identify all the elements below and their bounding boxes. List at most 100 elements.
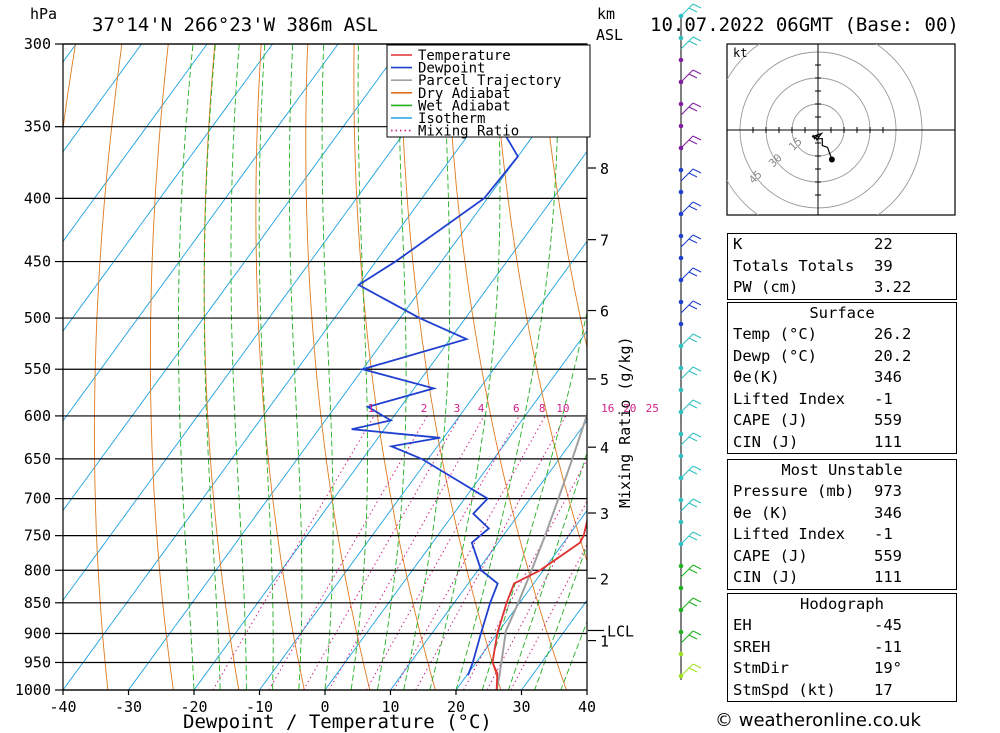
pressure-label: 350: [24, 118, 51, 136]
mixing-ratio-line: [268, 415, 428, 690]
wet-adiabat-line: [534, 544, 587, 690]
pressure-unit-label: hPa: [30, 5, 57, 23]
wet-adiabat-line: [203, 44, 221, 690]
wind-dot: [678, 365, 684, 371]
wind-barb: [680, 69, 702, 83]
axes: -40 -30 -20 -10 0 10 20 30 40: [49, 690, 596, 716]
isotherm-line: [520, 599, 587, 690]
height-label: 7: [600, 232, 609, 250]
mixing-ratio-label: 8: [539, 402, 546, 415]
surface-title: Surface: [809, 304, 875, 322]
legend-label: Wet Adiabat: [418, 98, 511, 114]
wet-adiabat-line: [481, 310, 587, 690]
x-tick-label: 0: [320, 698, 329, 716]
pressure-label: 950: [24, 653, 51, 671]
hodo-row: EH -45: [728, 615, 956, 637]
index-value: 22: [874, 235, 893, 253]
pressure-label: 700: [24, 490, 51, 508]
surface-panel: Surface Temp (°C) 26.2 Dewp (°C) 20.2 θe(K) 3…: [727, 302, 957, 454]
wind-dot: [678, 651, 684, 657]
wind-dot: [678, 255, 684, 261]
pressure-label: 550: [24, 360, 51, 378]
wind-dot: [678, 299, 684, 305]
wind-dot: [678, 189, 684, 195]
temperature-line: [491, 517, 587, 690]
hodo-label: SREH: [733, 637, 771, 656]
hodo-value: 19°: [874, 659, 902, 677]
wind-dot: [678, 585, 684, 591]
pressure-label: 500: [24, 309, 51, 327]
legend-label: Temperature: [418, 48, 511, 64]
mixing-ratio-label: 2: [421, 402, 428, 415]
unstable-row: Pressure (mb) 973: [728, 481, 956, 503]
pressure-label: 1000: [15, 681, 51, 699]
wind-barb: [680, 267, 702, 281]
x-tick-label: -10: [246, 698, 273, 716]
wet-adiabat-line: [350, 44, 369, 690]
wind-barb: [680, 465, 702, 479]
x-tick-label: 10: [381, 698, 399, 716]
lcl-label: LCL: [607, 622, 634, 640]
unstable-label: θe (K): [733, 503, 789, 522]
wind-barb: [680, 564, 702, 578]
surface-value: 20.2: [874, 346, 912, 365]
dry-adiabat-line: [255, 44, 305, 690]
x-tick-label: 40: [578, 698, 596, 716]
wind-dot: [678, 519, 684, 525]
wind-dot: [678, 233, 684, 239]
pressure-label: 400: [24, 189, 51, 207]
hodo-label: StmSpd (kt): [733, 680, 836, 699]
x-tick-label: 30: [512, 698, 530, 716]
wind-barb: [680, 36, 702, 50]
location-title: 37°14'N 266°23'W 386m ASL: [92, 14, 378, 36]
mixing-ratio-label: 16: [601, 402, 614, 415]
wet-adiabat-line: [376, 44, 407, 690]
parcel-trajectory-line: [495, 411, 587, 690]
x-tick-label: -40: [49, 698, 76, 716]
unstable-value: 559: [874, 546, 902, 565]
height-label: 3: [600, 505, 609, 523]
height-unit-asl: ASL: [596, 26, 623, 44]
wind-dot: [678, 453, 684, 459]
index-label: PW (cm): [733, 278, 799, 296]
height-label: 8: [600, 160, 609, 178]
wind-dot: [678, 101, 684, 107]
hodo-label: EH: [733, 616, 752, 634]
hodo-row: SREH -11: [728, 637, 956, 659]
wind-barb: [680, 333, 702, 347]
wind-dot: [678, 35, 684, 41]
isotherm-line: [63, 44, 77, 63]
credit-text: © weatheronline.co.uk: [715, 710, 921, 731]
wind-profile: [678, 3, 702, 680]
wind-dot: [678, 321, 684, 327]
wind-barb: [680, 399, 702, 413]
height-label: 4: [600, 439, 609, 457]
pressure-label: 650: [24, 450, 51, 468]
mixing-ratio-line: [393, 415, 546, 690]
surface-value: -1: [874, 389, 893, 408]
unstable-value: 973: [874, 482, 902, 500]
mixing-ratio-line: [486, 500, 587, 690]
wind-barb: [680, 366, 702, 380]
mixing-ratio-label: 1: [368, 402, 375, 415]
surface-label: Temp (°C): [733, 325, 817, 343]
legend-label: Dry Adiabat: [418, 86, 511, 102]
wind-dot: [678, 629, 684, 635]
surface-row: θe(K) 346: [728, 367, 956, 389]
wind-barb: [680, 102, 702, 116]
index-row: K 22: [728, 234, 956, 256]
pressure-label: 600: [24, 407, 51, 425]
surface-label: CIN (J): [733, 432, 799, 451]
legend-label: Parcel Trajectory: [418, 73, 561, 89]
index-label: K: [733, 235, 743, 253]
mixing-ratio-label: 3: [454, 402, 461, 415]
dry-adiabat-line: [93, 44, 123, 690]
unstable-row: CAPE (J) 559: [728, 546, 956, 568]
surface-value: 346: [874, 368, 902, 386]
wet-adiabat-line: [178, 44, 195, 690]
unstable-value: 111: [874, 568, 902, 586]
